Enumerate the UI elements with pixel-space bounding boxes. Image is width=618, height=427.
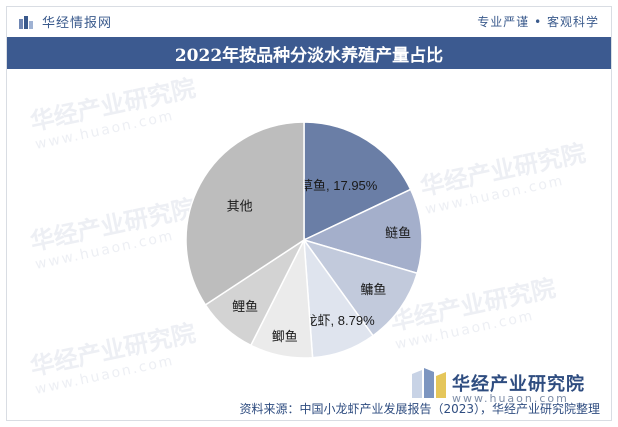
pie-slice xyxy=(185,121,305,306)
top-bar: 华经情报网 专业严谨 • 客观科学 xyxy=(7,7,611,33)
brand-logo-icon xyxy=(19,15,33,29)
slice-label: 鲫鱼 xyxy=(272,329,298,344)
pie-slice xyxy=(303,121,412,242)
footer-logo-icon xyxy=(412,368,446,398)
pie-slice xyxy=(301,188,423,275)
footer-domain: www.huaon.com xyxy=(452,392,569,405)
slice-label: 草鱼, 17.95% xyxy=(300,178,378,193)
slice-label: 小龙虾, 8.79% xyxy=(292,313,376,328)
chart-title: 2022年按品种分淡水养殖产量占比 xyxy=(174,45,444,66)
title-bar: 2022年按品种分淡水养殖产量占比 xyxy=(7,37,611,69)
pie-slice xyxy=(302,238,419,337)
brand-name: 华经情报网 xyxy=(42,16,113,31)
slice-label: 其他 xyxy=(227,198,253,213)
brand: 华经情报网 xyxy=(19,12,112,31)
slogan: 专业严谨 • 客观科学 xyxy=(477,15,599,29)
slice-label: 鲢鱼 xyxy=(385,226,411,241)
footer-brand: 华经产业研究院 xyxy=(452,374,585,395)
chart-frame: 华经情报网 专业严谨 • 客观科学 2022年按品种分淡水养殖产量占比 xyxy=(6,6,612,421)
source-note: 资料来源：中国小龙虾产业发展报告（2023），华经产业研究院整理 xyxy=(239,402,600,416)
slice-label: 鲤鱼 xyxy=(232,299,258,314)
slice-label: 鳙鱼 xyxy=(360,282,386,297)
